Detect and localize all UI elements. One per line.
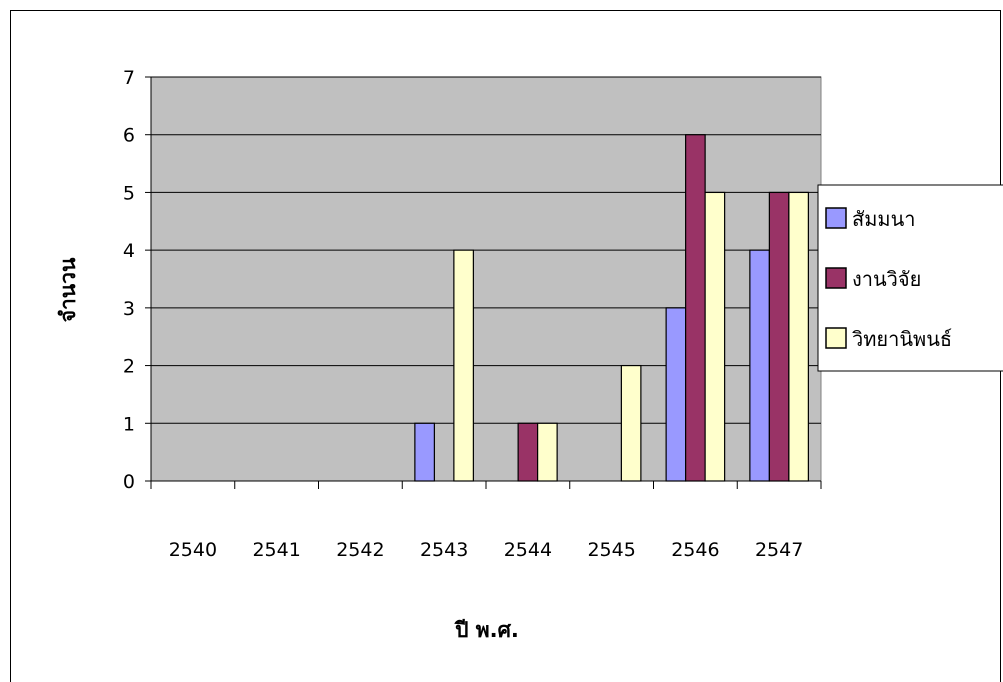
bar (537, 422, 558, 482)
y-tick-labels: 0 1 2 3 4 5 6 7 (123, 67, 135, 493)
x-tick-labels: 2540 2541 2542 2543 2544 2545 2546 2547 (169, 539, 804, 561)
bar (768, 191, 790, 482)
legend-box (817, 184, 1003, 372)
y-tick-label: 4 (123, 240, 135, 262)
bar (749, 249, 770, 482)
bar (620, 364, 642, 482)
bar (685, 134, 706, 482)
x-tick-label: 2540 (169, 539, 217, 561)
legend-swatch (825, 207, 847, 229)
y-axis-title: จำนวน (56, 257, 80, 322)
x-axis-title: ปี พ.ศ. (453, 618, 519, 642)
legend-swatch (825, 267, 847, 289)
x-tick-label: 2547 (755, 539, 803, 561)
y-tick-label: 3 (123, 298, 135, 320)
legend-swatch (825, 327, 847, 349)
x-tick-label: 2541 (252, 539, 300, 561)
legend-label: วิทยานิพนธ์ (852, 327, 952, 351)
bars (414, 134, 809, 482)
x-tick-label: 2544 (504, 539, 552, 561)
axes (145, 76, 822, 489)
y-tick-label: 5 (123, 182, 135, 204)
legend-label: งานวิจัย (852, 267, 921, 291)
y-tick-label: 6 (123, 125, 135, 147)
bar (453, 249, 474, 482)
x-tick-label: 2545 (587, 539, 635, 561)
bar (517, 422, 539, 482)
bar (704, 191, 726, 482)
bar (414, 422, 435, 482)
y-tick-label: 0 (123, 471, 135, 493)
y-tick-label: 7 (123, 67, 135, 89)
legend-label: สัมมนา (852, 207, 915, 231)
x-tick-label: 2542 (336, 539, 384, 561)
y-tick-label: 1 (123, 413, 135, 435)
bar (788, 191, 809, 482)
bar (665, 307, 687, 482)
x-tick-label: 2546 (671, 539, 719, 561)
y-tick-label: 2 (123, 356, 135, 378)
x-tick-label: 2543 (420, 539, 468, 561)
